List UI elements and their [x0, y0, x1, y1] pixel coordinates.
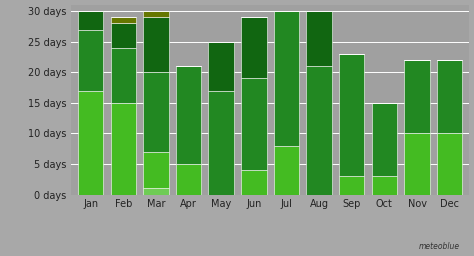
Bar: [241, 17, 266, 78]
Bar: [241, 78, 266, 170]
Bar: [274, 146, 299, 195]
Bar: [372, 176, 397, 195]
Bar: [143, 188, 169, 195]
Bar: [78, 91, 103, 195]
Bar: [143, 152, 169, 188]
Bar: [110, 24, 136, 48]
Bar: [209, 42, 234, 91]
Bar: [372, 103, 397, 176]
Bar: [143, 11, 169, 17]
Bar: [404, 133, 430, 195]
Text: meteoblue: meteoblue: [419, 242, 460, 251]
Bar: [176, 66, 201, 164]
Bar: [143, 17, 169, 72]
Bar: [78, 29, 103, 91]
Bar: [437, 60, 463, 133]
Bar: [241, 170, 266, 195]
Bar: [306, 11, 332, 66]
Bar: [339, 54, 365, 176]
Bar: [404, 60, 430, 133]
Bar: [176, 164, 201, 195]
Bar: [110, 48, 136, 103]
Bar: [306, 66, 332, 195]
Bar: [209, 91, 234, 195]
Bar: [274, 11, 299, 146]
Bar: [110, 103, 136, 195]
Bar: [110, 17, 136, 24]
Bar: [339, 176, 365, 195]
Bar: [143, 72, 169, 152]
Bar: [437, 133, 463, 195]
Bar: [78, 11, 103, 29]
